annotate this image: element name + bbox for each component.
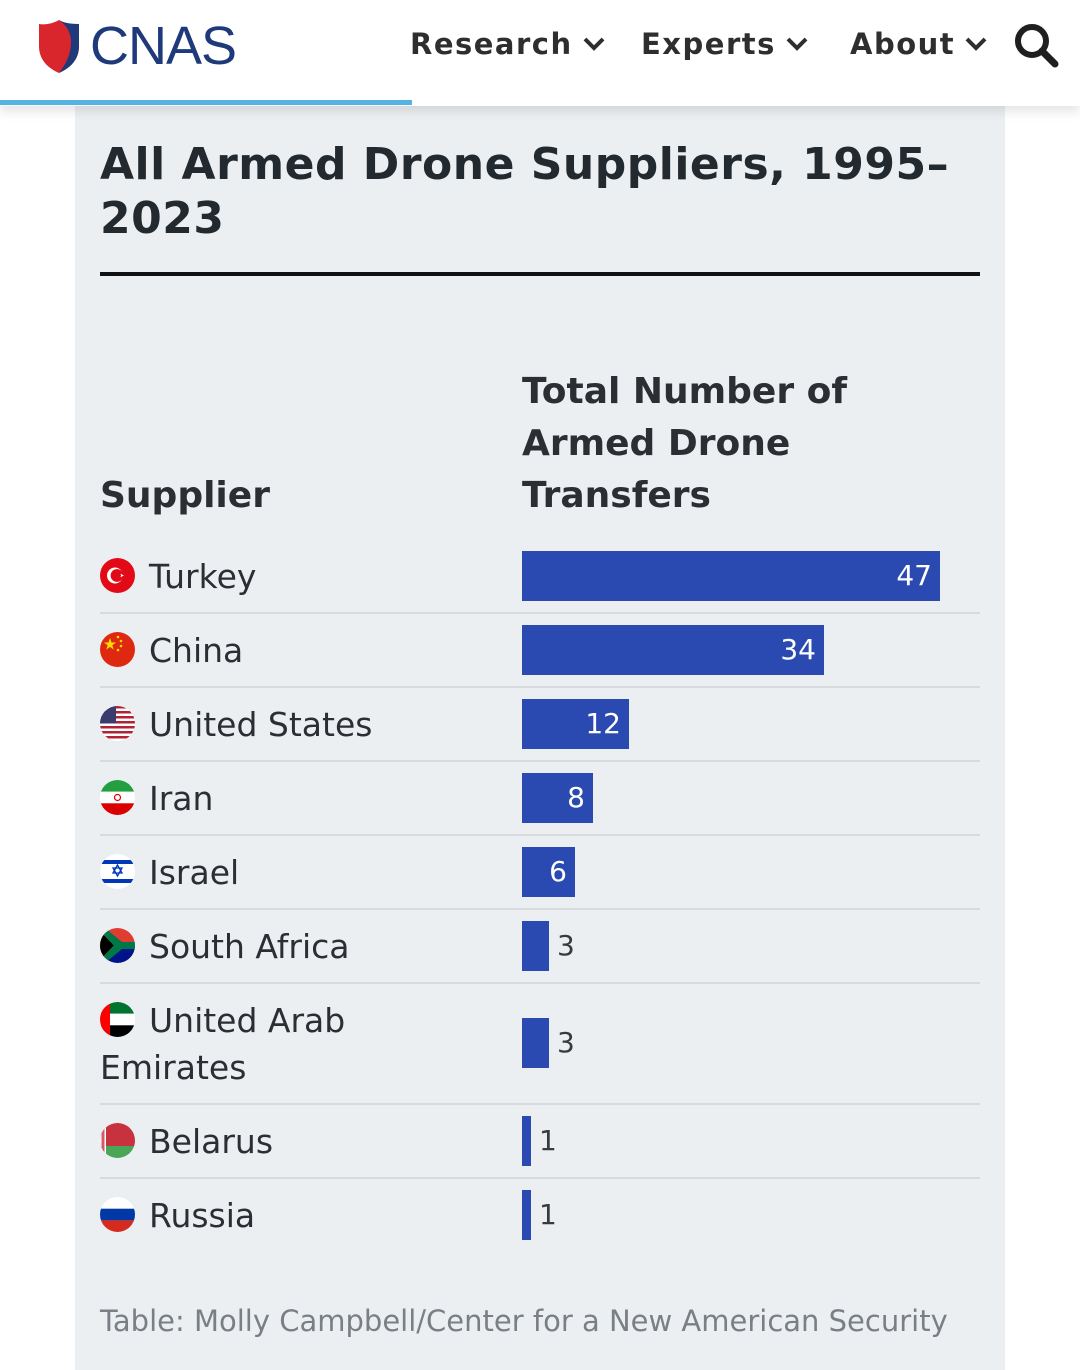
cnas-logo[interactable]: CNAS [38, 16, 237, 76]
nav-experts[interactable]: Experts [641, 22, 808, 66]
table-row: United States 12 [100, 688, 980, 762]
supplier-cell: Turkey [100, 553, 500, 600]
data-bar [522, 1190, 531, 1240]
nav-research-label: Research [410, 27, 573, 61]
data-bar [522, 625, 824, 675]
column-header-total: Total Number of Armed Drone Transfers [522, 371, 848, 516]
chevron-down-icon [583, 37, 605, 51]
data-bar [522, 1018, 549, 1068]
table-row: China 34 [100, 614, 980, 688]
data-bar [522, 551, 940, 601]
iran-flag-icon [100, 780, 135, 815]
table-row: Russia 1 [100, 1179, 980, 1253]
chevron-down-icon [965, 37, 987, 51]
data-bar [522, 847, 575, 897]
russia-flag-icon [100, 1197, 135, 1232]
south-africa-flag-icon [100, 928, 135, 963]
data-bar [522, 921, 549, 971]
supplier-name: South Africa [149, 927, 350, 966]
reading-progress-bar [0, 100, 412, 105]
supplier-cell: Belarus [100, 1118, 500, 1165]
search-icon [1015, 24, 1059, 68]
data-label: 3 [557, 929, 575, 962]
table-row: Israel 6 [100, 836, 980, 910]
uae-flag-icon [100, 1002, 135, 1037]
supplier-cell: South Africa [100, 923, 500, 970]
supplier-name: Iran [149, 779, 214, 818]
table-row: Iran 8 [100, 762, 980, 836]
table-row: Turkey 47 [100, 540, 980, 614]
chart-card: All Armed Drone Suppliers, 1995–2023 Sup… [75, 106, 1005, 1370]
belarus-flag-icon [100, 1123, 135, 1158]
bar-cell: 1 [522, 1179, 980, 1253]
title-divider [100, 272, 980, 276]
data-label: 1 [539, 1124, 557, 1157]
nav-about-label: About [850, 27, 956, 61]
bar-cell: 1 [522, 1105, 980, 1177]
data-label: 12 [585, 707, 621, 740]
bar-cell: 3 [522, 910, 980, 982]
chart-title: All Armed Drone Suppliers, 1995–2023 [100, 139, 950, 244]
supplier-cell: Iran [100, 775, 500, 822]
chevron-down-icon [786, 37, 808, 51]
data-label: 3 [557, 1026, 575, 1059]
bar-cell: 34 [522, 614, 980, 686]
us-flag-icon [100, 706, 135, 741]
supplier-name: United States [149, 705, 373, 744]
nav-research[interactable]: Research [410, 22, 605, 66]
data-label: 8 [567, 781, 585, 814]
supplier-cell: Russia [100, 1192, 500, 1239]
supplier-name: China [149, 631, 244, 670]
table-row: South Africa 3 [100, 910, 980, 984]
data-bar [522, 1116, 531, 1166]
data-label: 34 [780, 633, 816, 666]
nav-about[interactable]: About [850, 22, 987, 66]
site-header: CNAS Research Experts About [0, 0, 1080, 106]
turkey-flag-icon [100, 558, 135, 593]
data-label: 6 [549, 855, 567, 888]
supplier-name: Russia [149, 1196, 256, 1235]
nav-experts-label: Experts [641, 27, 776, 61]
data-label: 47 [896, 559, 932, 592]
israel-flag-icon [100, 854, 135, 889]
bar-cell: 8 [522, 762, 980, 834]
supplier-name: Belarus [149, 1122, 274, 1161]
bar-cell: 12 [522, 688, 980, 760]
supplier-cell: United States [100, 701, 500, 748]
search-button[interactable] [1013, 22, 1059, 68]
data-bar [522, 699, 629, 749]
source-credit: Table: Molly Campbell/Center for a New A… [100, 1304, 948, 1338]
bar-cell: 47 [522, 540, 980, 612]
table-body: Turkey 47 China 34 United States 12 Iran 8 Israe… [100, 540, 980, 1253]
shield-logo-icon [39, 20, 79, 73]
logo-wordmark: CNAS [90, 16, 237, 76]
data-label: 1 [539, 1198, 557, 1231]
bar-cell: 3 [522, 984, 980, 1103]
column-header-supplier: Supplier [100, 475, 270, 516]
china-flag-icon [100, 632, 135, 667]
supplier-cell: China [100, 627, 500, 674]
supplier-name: United Arab Emirates [100, 1001, 346, 1087]
data-bar [522, 773, 593, 823]
supplier-name: Turkey [149, 557, 257, 596]
table-row: United Arab Emirates 3 [100, 984, 980, 1105]
supplier-cell: Israel [100, 849, 500, 896]
table-row: Belarus 1 [100, 1105, 980, 1179]
supplier-name: Israel [149, 853, 240, 892]
supplier-cell: United Arab Emirates [100, 997, 500, 1091]
bar-cell: 6 [522, 836, 980, 908]
